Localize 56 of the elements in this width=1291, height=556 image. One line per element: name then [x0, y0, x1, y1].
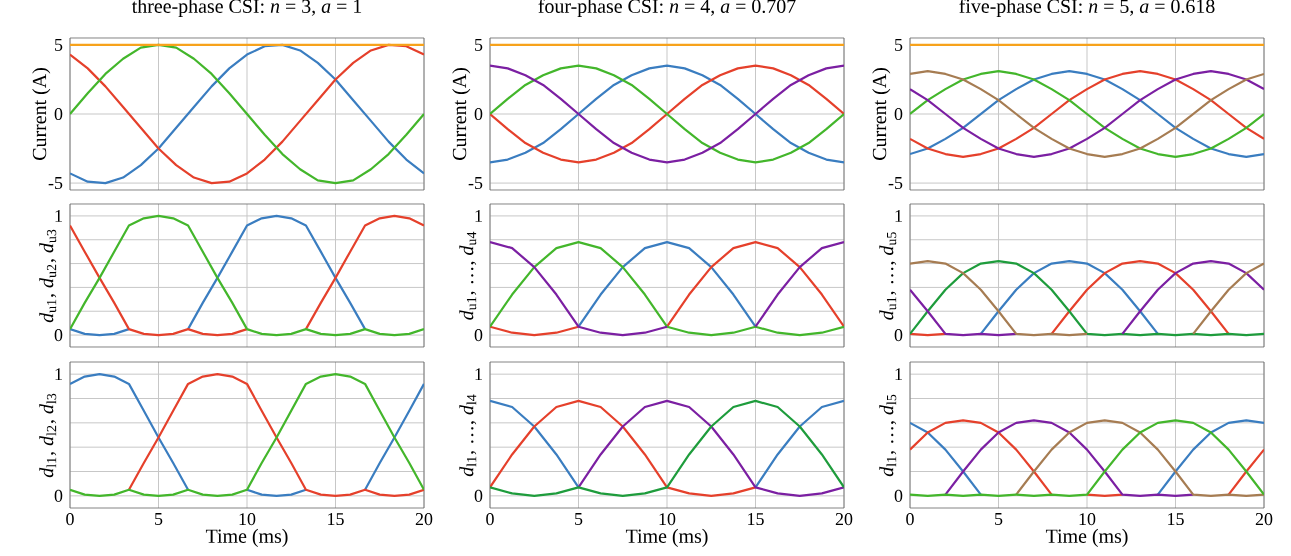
- x-tick-label: 15: [1168, 513, 1184, 526]
- y-tick-label: 0: [54, 107, 63, 121]
- line-series: [490, 64, 845, 164]
- y-axis-title: d$_{u1}$, …, d$_{u5}$: [879, 232, 897, 320]
- y-axis-title: d$_{l1}$, …, d$_{l5}$: [879, 394, 897, 477]
- y-tick-label: 1: [55, 209, 62, 222]
- y-tick-label: 1: [895, 209, 902, 222]
- x-tick-label: 5: [155, 513, 163, 525]
- y-axis-title: Current (A): [32, 68, 51, 160]
- x-tick-label: 20: [835, 513, 853, 526]
- x-tick-label: 0: [66, 513, 74, 526]
- y-tick-label: 5: [475, 38, 483, 51]
- line-series: [577, 399, 845, 497]
- y-tick-label: 1: [895, 368, 902, 381]
- x-tick-label: 5: [575, 513, 583, 525]
- y-axis-title: d$_{u1}$, d$_{u2}$, d$_{u3}$: [39, 229, 57, 323]
- x-tick-label: 20: [1255, 513, 1273, 526]
- y-tick-label: 1: [475, 368, 482, 381]
- line-series: [979, 260, 1159, 335]
- y-tick-label: 0: [894, 329, 903, 342]
- x-axis-title: Time (ms): [205, 528, 288, 547]
- y-tick-label: 0: [474, 329, 483, 342]
- x-tick-label: 5: [995, 513, 1003, 525]
- y-tick-label: -5: [888, 177, 903, 190]
- y-tick-label: 1: [55, 368, 62, 381]
- x-tick-label: 20: [415, 513, 433, 526]
- y-axis-title: Current (A): [872, 68, 891, 160]
- y-tick-label: 0: [894, 489, 903, 502]
- y-axis-title: d$_{l1}$, d$_{l2}$, d$_{l3}$: [39, 393, 57, 478]
- line-series: [127, 373, 424, 497]
- x-tick-label: 15: [748, 513, 764, 526]
- x-axis-title: Time (ms): [1045, 528, 1128, 547]
- x-tick-label: 15: [328, 513, 344, 526]
- y-tick-label: 5: [55, 38, 63, 51]
- y-tick-label: 0: [894, 107, 903, 121]
- x-tick-label: 0: [906, 513, 914, 526]
- y-tick-label: 5: [895, 38, 903, 51]
- y-tick-label: 1: [475, 209, 482, 222]
- y-axis-title: d$_{u1}$, …, d$_{u4}$: [459, 231, 477, 320]
- line-series: [1015, 419, 1265, 497]
- line-series: [944, 419, 1195, 497]
- x-tick-label: 0: [486, 513, 494, 526]
- y-tick-label: 0: [474, 489, 483, 502]
- line-series: [577, 241, 757, 328]
- x-tick-label: 10: [239, 513, 256, 526]
- x-axis-title: Time (ms): [625, 528, 708, 547]
- x-tick-label: 10: [659, 513, 676, 526]
- y-tick-label: 0: [474, 107, 483, 121]
- y-tick-label: -5: [468, 177, 483, 190]
- y-tick-label: -5: [48, 177, 63, 190]
- y-tick-label: 0: [54, 329, 63, 342]
- x-tick-label: 10: [1079, 513, 1096, 526]
- y-axis-title: Current (A): [452, 68, 471, 160]
- line-series: [490, 399, 757, 497]
- y-tick-label: 0: [54, 489, 63, 502]
- y-axis-title: d$_{l1}$, …, d$_{l4}$: [459, 394, 477, 477]
